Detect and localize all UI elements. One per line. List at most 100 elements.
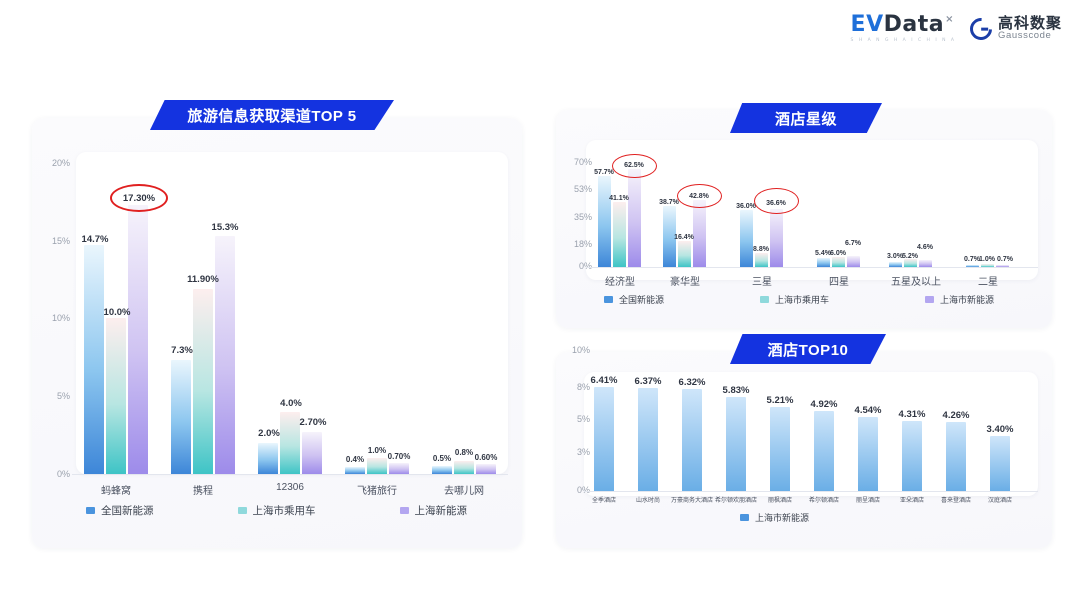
bar-travel-mafengwo-s2: [128, 205, 148, 474]
evdata-cross-icon: ×: [945, 14, 954, 25]
legend-swatch-star-s2: [925, 296, 935, 303]
legend-swatch-star-s1: [760, 296, 770, 303]
value-label-travel-12306-s2: 2.70%: [299, 417, 327, 428]
value-label-top10-6: 4.54%: [854, 405, 882, 416]
bar-top10-9: [990, 436, 1010, 491]
bar-star-four-s1: [832, 257, 845, 267]
hotel-star-x-axis-line: [586, 267, 1038, 268]
bar-top10-8: [946, 422, 966, 491]
y-tick-star-18: 18%: [573, 239, 592, 249]
travel-x-axis-line: [72, 474, 508, 475]
value-label-travel-12306-s1: 4.0%: [280, 398, 302, 409]
y-tick-travel-0: 0%: [56, 469, 70, 479]
evdata-wordmark: EVData×: [850, 12, 954, 37]
legend-item-star-s1[interactable]: 上海市乘用车: [760, 293, 829, 306]
y-tick-star-70: 70%: [573, 157, 592, 167]
value-label-travel-qunar-s0: 0.5%: [432, 454, 452, 463]
x-label-top10-5: 希尔顿酒店: [808, 498, 839, 504]
value-label-star-two-s2: 0.7%: [997, 256, 1013, 263]
bar-top10-4: [770, 407, 790, 491]
hotel-star-legend: 全国新能源 上海市乘用车 上海市新能源: [604, 293, 994, 306]
y-tick-travel-15: 15%: [51, 236, 70, 246]
value-label-top10-8: 4.26%: [942, 410, 970, 421]
value-label-star-luxury-s0: 38.7%: [659, 199, 679, 206]
value-label-travel-qunar-s2: 0.60%: [474, 453, 498, 462]
bar-top10-0: [594, 387, 614, 491]
bar-star-two-s0: [966, 265, 979, 267]
x-label-star-five: 五星及以上: [891, 277, 941, 288]
bar-top10-1: [638, 388, 658, 491]
bar-star-two-s1: [981, 264, 994, 267]
legend-label-star-s2: 上海市新能源: [940, 295, 995, 305]
x-label-top10-1: 山水时尚: [635, 498, 660, 504]
x-label-star-four: 四星: [829, 277, 849, 288]
bar-top10-5: [814, 411, 834, 491]
y-tick-star-35: 35%: [573, 212, 592, 222]
hotel-top10-legend: 上海市新能源: [740, 511, 809, 524]
value-label-star-four-s0: 5.4%: [815, 250, 831, 257]
x-label-star-three: 三星: [752, 277, 772, 288]
gausscode-logo: 高科数聚 Gausscode: [965, 12, 1062, 45]
bar-travel-fliggy-s2: [389, 463, 409, 474]
x-label-top10-4: 丽枫酒店: [767, 498, 792, 504]
bar-top10-2: [682, 389, 702, 491]
value-label-travel-12306-s0: 2.0%: [258, 428, 280, 439]
bar-star-three-s0: [740, 210, 753, 267]
legend-label-travel-s0: 全国新能源: [101, 505, 154, 517]
bar-star-luxury-s0: [663, 206, 676, 267]
legend-item-travel-s0[interactable]: 全国新能源: [86, 503, 154, 518]
bar-top10-7: [902, 421, 922, 491]
bar-top10-6: [858, 417, 878, 491]
value-label-top10-1: 6.37%: [634, 376, 662, 387]
bar-travel-mafengwo-s0: [84, 245, 104, 474]
value-label-star-five-s2: 4.6%: [917, 244, 933, 251]
bar-travel-fliggy-s1: [367, 458, 387, 474]
value-label-top10-7: 4.31%: [898, 409, 926, 420]
y-tick-travel-10: 10%: [51, 313, 70, 323]
gausscode-text: 高科数聚 Gausscode: [997, 14, 1062, 42]
bar-star-luxury-s2: [693, 200, 706, 267]
legend-item-travel-s2[interactable]: 上海新能源: [399, 503, 468, 518]
value-label-travel-mafengwo-s1: 10.0%: [103, 307, 131, 318]
bar-travel-ctrip-s2: [215, 236, 235, 474]
legend-label-top10-s0: 上海市新能源: [755, 513, 810, 523]
legend-item-star-s0[interactable]: 全国新能源: [604, 293, 664, 306]
value-label-star-two-s1: 1.0%: [979, 256, 995, 263]
hotel-top10-title: 酒店TOP10: [730, 334, 886, 364]
bar-travel-12306-s2: [302, 432, 322, 474]
bar-star-five-s0: [889, 262, 902, 267]
bar-travel-mafengwo-s1: [106, 318, 126, 474]
bar-star-economy-s2: [628, 169, 641, 267]
evdata-tagline: S H A N G H A I C H I N A: [850, 38, 956, 43]
x-label-travel-mafengwo: 蚂蜂窝: [101, 486, 131, 497]
bar-travel-12306-s0: [258, 443, 278, 474]
hotel-star-plot-area: [586, 140, 1038, 280]
legend-swatch-top10-s0: [740, 514, 749, 521]
x-label-travel-ctrip: 携程: [193, 486, 213, 497]
legend-label-travel-s1: 上海市乘用车: [252, 505, 316, 517]
bar-star-five-s2: [919, 260, 932, 267]
travel-legend: 全国新能源 上海市乘用车 上海新能源: [86, 503, 467, 518]
hotel-star-title: 酒店星级: [730, 103, 882, 133]
bar-travel-ctrip-s0: [171, 360, 191, 474]
legend-label-travel-s2: 上海新能源: [414, 505, 468, 517]
bar-star-economy-s0: [598, 176, 611, 267]
value-label-star-five-s0: 3.0%: [887, 253, 903, 260]
y-tick-top10-5: 5%: [576, 414, 590, 424]
evdata-data-text: Data: [883, 12, 945, 37]
legend-item-star-s2[interactable]: 上海市新能源: [925, 293, 994, 306]
value-label-travel-fliggy-s1: 1.0%: [367, 446, 387, 455]
value-label-travel-ctrip-s1: 11.90%: [187, 274, 219, 285]
gausscode-cn-name: 高科数聚: [997, 14, 1062, 32]
bar-travel-ctrip-s1: [193, 289, 213, 474]
x-label-travel-qunar: 去哪儿网: [444, 486, 484, 497]
value-label-star-three-s0: 36.0%: [736, 203, 756, 210]
value-label-travel-ctrip-s2: 15.3%: [211, 222, 239, 233]
value-label-star-economy-s1: 41.1%: [609, 195, 629, 202]
legend-item-top10-s0[interactable]: 上海市新能源: [740, 511, 809, 524]
legend-item-travel-s1[interactable]: 上海市乘用车: [237, 503, 316, 518]
value-label-star-four-s2: 6.7%: [845, 240, 861, 247]
gausscode-en-name: Gausscode: [997, 30, 1052, 42]
evdata-ev-text: EV: [850, 12, 884, 37]
bar-travel-qunar-s0: [432, 466, 452, 474]
